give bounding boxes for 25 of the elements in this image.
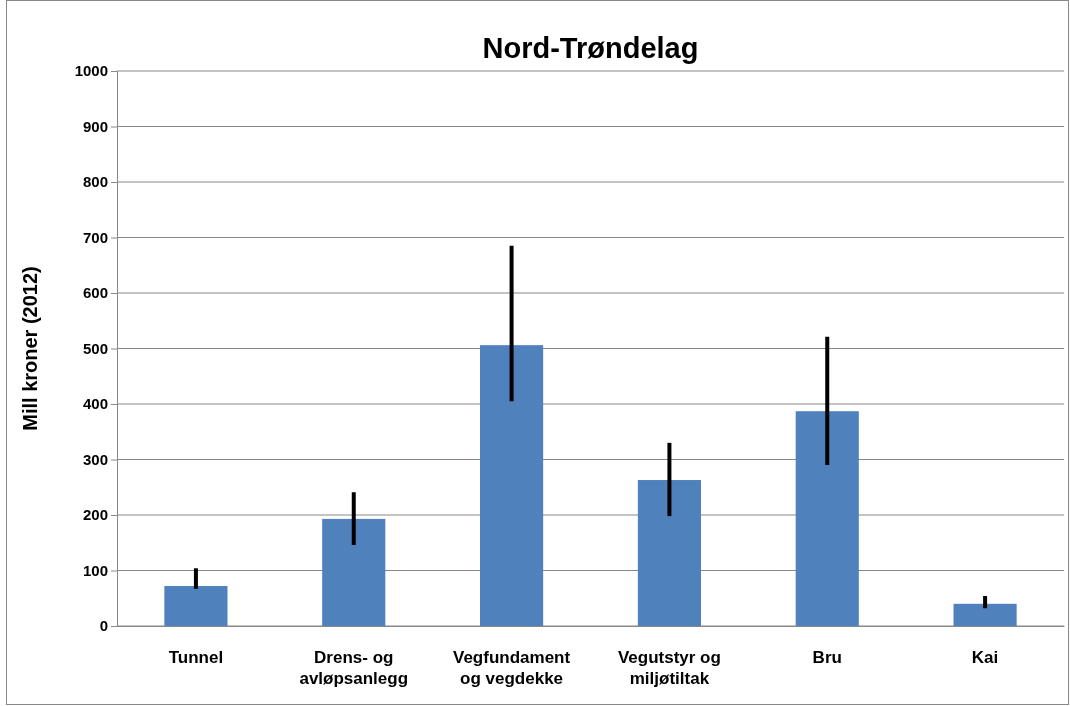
y-tick-label: 800: [82, 173, 108, 191]
x-tick-label: Drens- og avløpsanlegg: [299, 648, 409, 688]
bar: [795, 411, 859, 626]
bar: [637, 480, 701, 626]
y-tick-label: 500: [82, 339, 108, 357]
chart-title: Nord-Trøndelag: [482, 32, 699, 64]
bar: [164, 586, 228, 626]
x-tick-label: Tunnel: [168, 648, 224, 667]
x-tick-label: Kai: [971, 648, 999, 667]
y-tick-label: 1000: [74, 62, 108, 80]
y-axis-title: Mill kroner (2012): [19, 266, 41, 431]
y-tick-label: 200: [82, 506, 108, 524]
y-tick-label: 0: [99, 617, 108, 635]
bar: [322, 518, 386, 626]
y-tick-label: 600: [82, 284, 108, 302]
y-tick-label: 400: [82, 395, 108, 413]
y-tick-label: 900: [82, 117, 108, 135]
y-tick-label: 100: [82, 561, 108, 579]
bar: [480, 345, 544, 626]
x-tick-label: Vegutstyr og miljøtiltak: [617, 648, 721, 688]
bar: [953, 603, 1017, 626]
x-tick-label: Vegfundament og vegdekke: [453, 648, 571, 688]
y-tick-label: 700: [82, 228, 108, 246]
y-tick-label: 300: [82, 450, 108, 468]
x-tick-label: Bru: [812, 648, 842, 667]
